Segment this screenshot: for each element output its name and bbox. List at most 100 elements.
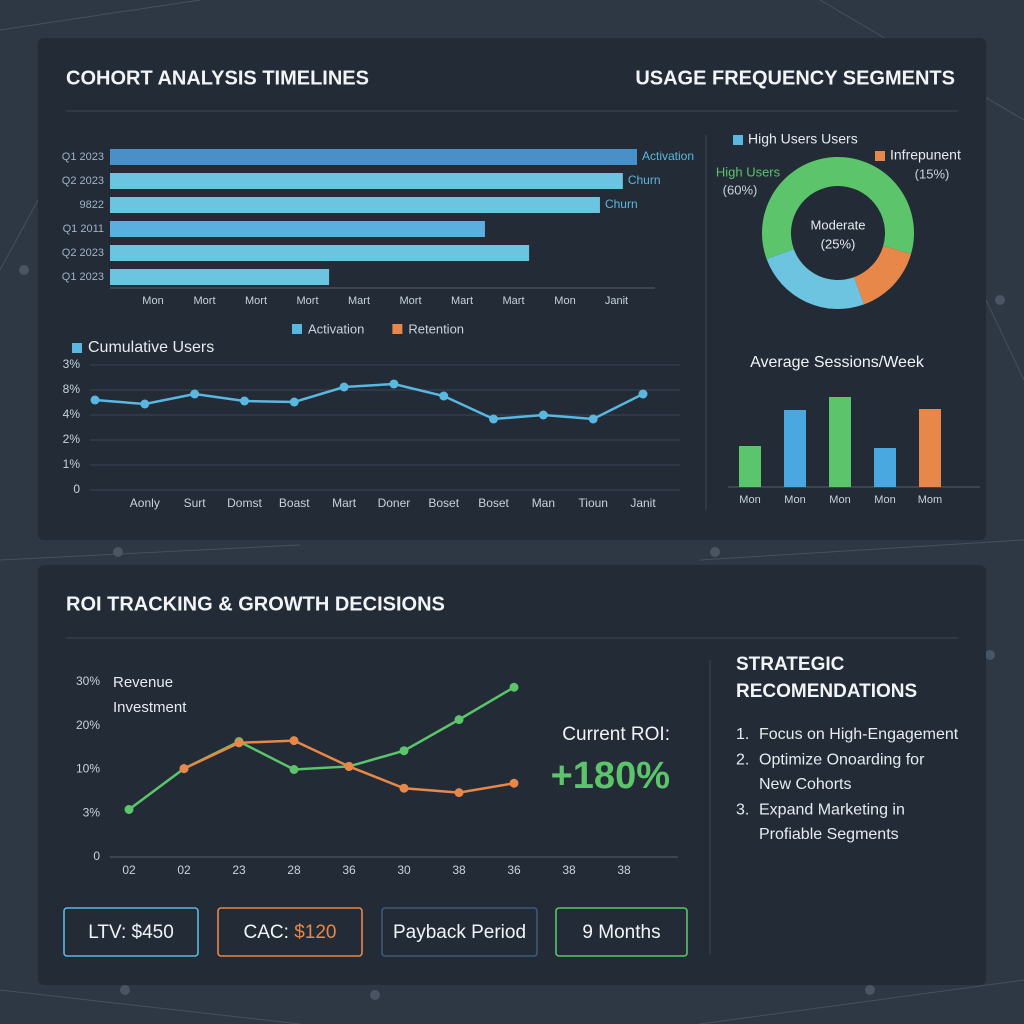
y-tick-label: 3% xyxy=(83,805,101,819)
segment-value: (60%) xyxy=(723,182,758,197)
chart-title: Average Sessions/Week xyxy=(750,354,925,371)
list-text: Expand Marketing in xyxy=(759,802,905,819)
line xyxy=(94,382,644,421)
list-marker: 2. xyxy=(736,752,749,769)
segment-value: (15%) xyxy=(915,166,950,181)
panel-title: COHORT ANALYSIS TIMELINES xyxy=(66,67,369,89)
segment-label: High Users xyxy=(716,164,781,179)
x-tick-label: 23 xyxy=(232,863,246,877)
y-tick-label: 10% xyxy=(76,762,100,776)
kpi-text: CAC: $120 xyxy=(244,922,337,943)
x-tick-label: Mart xyxy=(503,295,525,307)
y-tick-label: 8% xyxy=(63,382,81,396)
kpi-text: Payback Period xyxy=(393,922,526,943)
point xyxy=(399,746,409,756)
point xyxy=(389,379,399,389)
bar xyxy=(110,149,638,165)
y-tick-label: 3% xyxy=(63,357,81,371)
y-tick-label: 0 xyxy=(93,849,100,863)
point xyxy=(509,778,519,788)
x-tick-label: Mom xyxy=(918,494,942,506)
segment-label: Infrepunent xyxy=(890,147,961,163)
x-tick-label: 38 xyxy=(562,863,576,877)
kpi-box xyxy=(381,907,538,957)
x-tick-label: Aonly xyxy=(130,496,160,510)
x-tick-label: 38 xyxy=(452,863,466,877)
y-tick-label: Q1 2023 xyxy=(62,271,104,283)
roi-value: +180% xyxy=(551,755,670,797)
x-tick-label: Mort xyxy=(297,295,319,307)
y-tick-label: 4% xyxy=(63,407,81,421)
y-tick-label: 1% xyxy=(63,457,81,471)
list-text: Optimize Onoarding for xyxy=(759,752,925,769)
y-tick-label: Q2 2023 xyxy=(62,247,104,259)
bar xyxy=(110,173,623,189)
bar xyxy=(110,269,330,285)
point xyxy=(289,736,299,746)
point xyxy=(454,715,464,725)
point xyxy=(399,783,409,793)
list-text: Profiable Segments xyxy=(759,826,899,843)
point xyxy=(90,395,100,405)
x-tick-label: Man xyxy=(532,496,555,510)
panel-title: USAGE FREQUENCY SEGMENTS xyxy=(635,67,955,89)
bar xyxy=(919,409,941,487)
legend-swatch xyxy=(72,343,82,353)
x-tick-label: Mon xyxy=(554,295,575,307)
x-tick-label: Boset xyxy=(428,496,459,510)
x-tick-label: 38 xyxy=(617,863,631,877)
bar-annotation: Churn xyxy=(605,197,638,211)
kpi-label: LTV: $450 xyxy=(88,922,174,943)
x-tick-label: Doner xyxy=(378,496,411,510)
donut-segment xyxy=(761,156,914,259)
x-tick-label: 28 xyxy=(287,863,301,877)
bar xyxy=(829,397,851,487)
list-text: Focus on High-Engagement xyxy=(759,726,959,743)
kpi-value: $120 xyxy=(294,922,336,943)
legend-label: Cumulative Users xyxy=(88,339,214,356)
legend-swatch xyxy=(392,324,403,334)
roi-label: Current ROI: xyxy=(562,724,670,745)
x-tick-label: Mon xyxy=(784,494,805,506)
kpi-box xyxy=(63,907,199,957)
x-tick-label: Mart xyxy=(332,496,357,510)
point xyxy=(588,414,598,424)
bar xyxy=(110,221,485,237)
kpi-box xyxy=(217,907,363,957)
point xyxy=(344,761,354,771)
x-tick-label: 36 xyxy=(342,863,356,877)
x-tick-label: 02 xyxy=(177,863,191,877)
donut-segment xyxy=(854,245,912,305)
kpi-label: CAC: xyxy=(244,922,289,943)
point xyxy=(289,765,299,774)
legend-label: High Users Users xyxy=(748,131,858,147)
legend-label: Activation xyxy=(308,321,364,336)
y-tick-label: 0 xyxy=(73,482,80,496)
point xyxy=(638,389,648,399)
x-tick-label: Tioun xyxy=(578,496,608,510)
bar xyxy=(739,446,761,487)
x-tick-label: Janit xyxy=(605,295,628,307)
y-tick-label: 9822 xyxy=(80,199,104,211)
x-tick-label: Boast xyxy=(279,496,310,510)
point xyxy=(234,738,244,748)
point xyxy=(239,396,249,406)
segment-value: (25%) xyxy=(821,236,856,251)
kpi-text: LTV: $450 xyxy=(88,922,174,943)
x-tick-label: Surt xyxy=(184,496,207,510)
y-tick-label: Q1 2011 xyxy=(63,223,104,235)
legend-label: Revenue xyxy=(113,674,173,691)
y-tick-label: 20% xyxy=(76,718,100,732)
legend-label: Retention xyxy=(408,321,464,336)
point xyxy=(439,391,449,401)
legend-swatch xyxy=(292,324,302,334)
point xyxy=(339,382,349,392)
kpi-text: 9 Months xyxy=(582,922,660,943)
panel-title: ROI TRACKING & GROWTH DECISIONS xyxy=(66,593,445,615)
x-tick-label: Mort xyxy=(245,295,267,307)
x-tick-label: Mort xyxy=(400,295,422,307)
legend-swatch xyxy=(733,135,743,145)
list-marker: 1. xyxy=(736,726,749,743)
x-tick-label: Mon xyxy=(874,494,895,506)
